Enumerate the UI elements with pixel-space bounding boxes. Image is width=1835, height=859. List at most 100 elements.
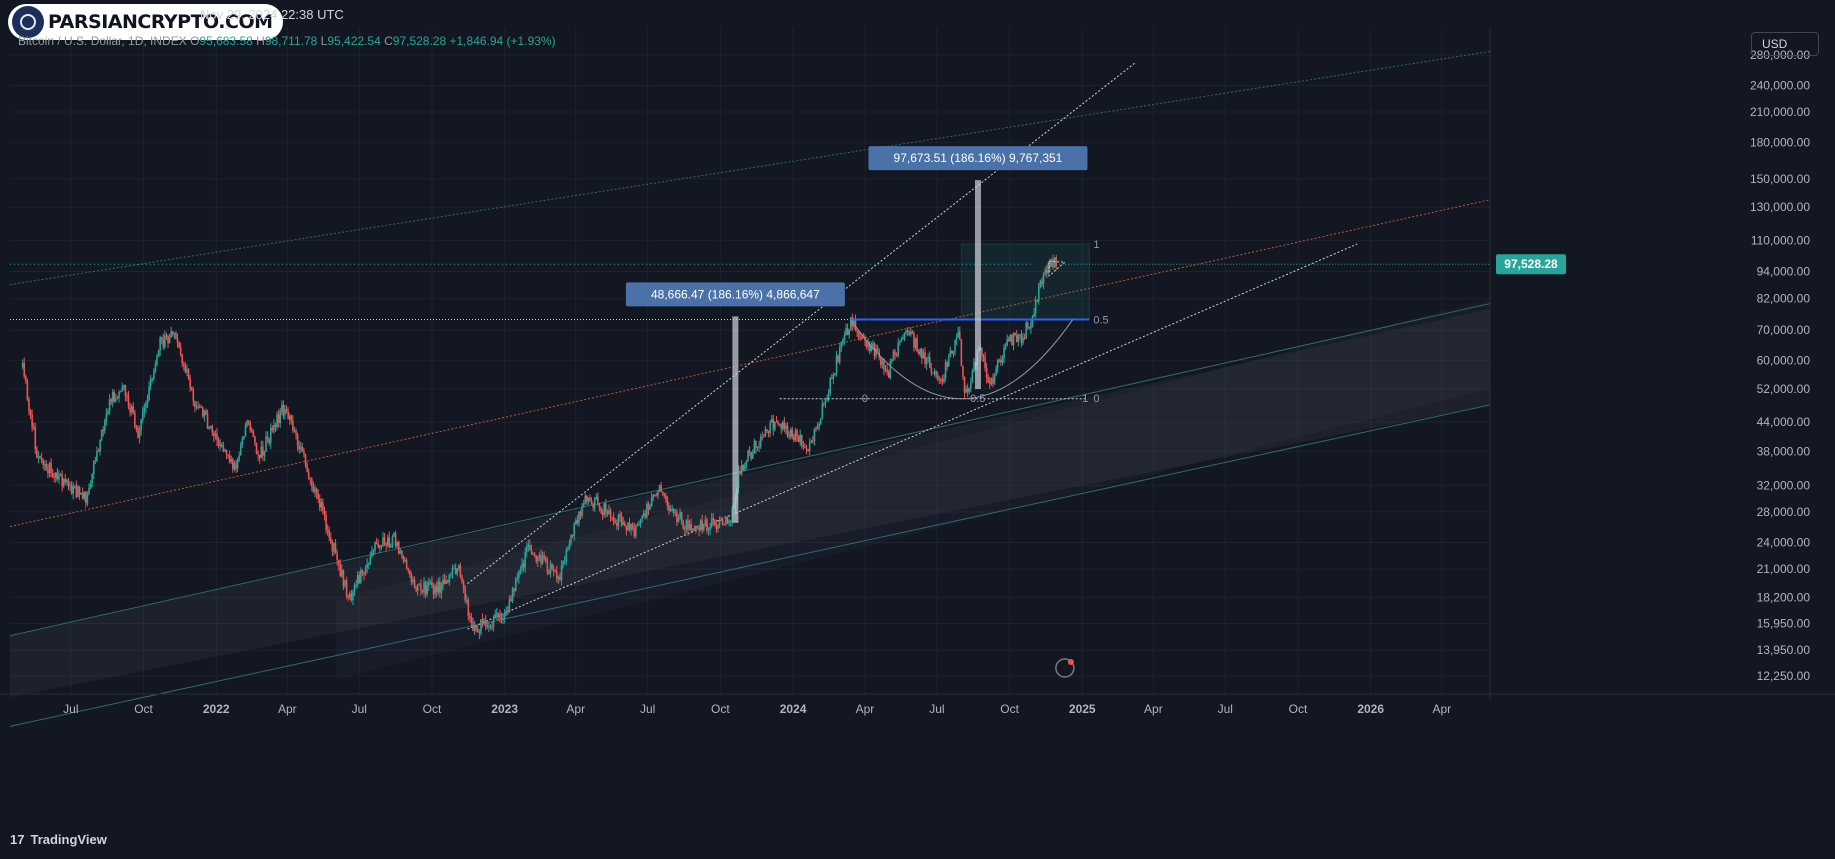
candle-body — [110, 399, 112, 403]
candle-body — [459, 565, 462, 577]
candle-body — [816, 426, 819, 430]
candle-body — [1049, 263, 1051, 267]
candle-body — [552, 568, 555, 572]
candle-body — [366, 564, 368, 569]
candle-body — [448, 574, 451, 583]
candle-body — [960, 339, 963, 366]
candle-body — [322, 502, 324, 511]
candle-body — [532, 552, 534, 555]
candle-body — [439, 581, 441, 593]
candle-body — [119, 391, 122, 393]
candle-body — [598, 504, 601, 508]
candle-body — [819, 418, 822, 425]
candle-body — [397, 542, 400, 554]
candle-body — [748, 450, 751, 453]
candle-body — [296, 434, 299, 446]
candle-body — [372, 550, 375, 552]
candle-body — [257, 453, 259, 455]
candle-body — [1004, 345, 1007, 348]
measure-2023-bar — [732, 316, 739, 523]
candles — [21, 254, 1057, 640]
candle-body — [935, 371, 937, 376]
candle-body — [416, 584, 419, 591]
candle-body — [250, 430, 253, 432]
flash-icon — [1055, 658, 1075, 678]
candle-body — [845, 328, 847, 336]
candle-body — [652, 494, 655, 499]
candle-body — [551, 563, 553, 569]
candle-body — [837, 355, 839, 363]
candle-body — [535, 555, 538, 562]
y-tick-label: 38,000.00 — [1757, 444, 1811, 458]
candle-body — [311, 479, 313, 488]
fib-label-high: 1 — [1093, 239, 1099, 251]
candle-body — [239, 444, 242, 456]
high-value: 98,711.78 — [264, 34, 318, 48]
candle-body — [916, 338, 918, 352]
candle-body — [663, 493, 666, 496]
candle-body — [884, 369, 887, 371]
y-axis[interactable]: 280,000.00 240,000.00 210,000.00 180,000.00… — [1489, 0, 1835, 859]
candle-body — [481, 619, 484, 622]
candle-body — [274, 424, 277, 427]
candle-body — [772, 419, 775, 430]
candle-body — [26, 380, 29, 400]
currency-button[interactable]: USD — [1751, 32, 1819, 56]
drawings[interactable]: 10.50 0.5 1 048,666.47 (186.16%) 4,866,6479… — [625, 146, 1109, 678]
candle-body — [922, 352, 925, 359]
candle-body — [431, 581, 433, 586]
candle-body — [108, 399, 111, 412]
candle-body — [944, 362, 947, 379]
candle-body — [279, 411, 282, 423]
candle-body — [194, 401, 196, 407]
candle-body — [559, 576, 561, 580]
candle-body — [655, 495, 658, 497]
candle-body — [745, 461, 748, 465]
candle-body — [287, 411, 289, 419]
candle-body — [674, 512, 677, 514]
candle-body — [453, 568, 455, 570]
candle-body — [323, 510, 326, 515]
flash-icon-dot — [1067, 659, 1074, 665]
x-tick-label: Jul — [1218, 702, 1233, 716]
candle-body — [631, 524, 634, 529]
candle-body — [200, 406, 203, 408]
candle-body — [702, 524, 705, 530]
high-label: H — [256, 34, 265, 48]
measure-2023-label: 48,666.47 (186.16%) 4,866,647 — [651, 287, 820, 301]
candle-body — [715, 525, 718, 529]
candle-body — [672, 508, 675, 513]
candle-body — [968, 388, 971, 392]
candle-body — [118, 391, 120, 398]
candle-body — [701, 520, 703, 530]
candle-body — [895, 355, 898, 357]
candle-body — [865, 340, 868, 347]
candle-body — [290, 415, 293, 421]
candle-body — [625, 525, 628, 531]
candle-body — [780, 424, 783, 429]
candle-body — [742, 464, 745, 470]
candle-body — [1034, 300, 1037, 314]
candle-body — [277, 414, 280, 423]
candle-body — [81, 492, 84, 499]
x-tick-label: 2023 — [491, 702, 518, 716]
candle-body — [132, 406, 135, 413]
candle-body — [497, 612, 500, 616]
x-axis[interactable]: Jul Oct 2022 Apr Jul Oct 2023 Apr Jul Oct 2024 Apr J… — [0, 693, 1835, 716]
candle-body — [385, 543, 387, 546]
candle-body — [538, 554, 541, 558]
candle-body — [80, 492, 82, 495]
candle-body — [383, 537, 386, 544]
upper-channel-line — [9, 50, 1491, 286]
candle-body — [67, 480, 70, 487]
tradingview-footer[interactable]: 17 TradingView — [10, 832, 107, 847]
candle-body — [835, 355, 838, 374]
candle-body — [521, 563, 523, 569]
candle-body — [614, 521, 617, 524]
candle-body — [40, 458, 43, 460]
candle-body — [932, 372, 934, 374]
candle-body — [500, 617, 503, 621]
candle-body — [331, 543, 334, 552]
candle-body — [148, 386, 150, 401]
